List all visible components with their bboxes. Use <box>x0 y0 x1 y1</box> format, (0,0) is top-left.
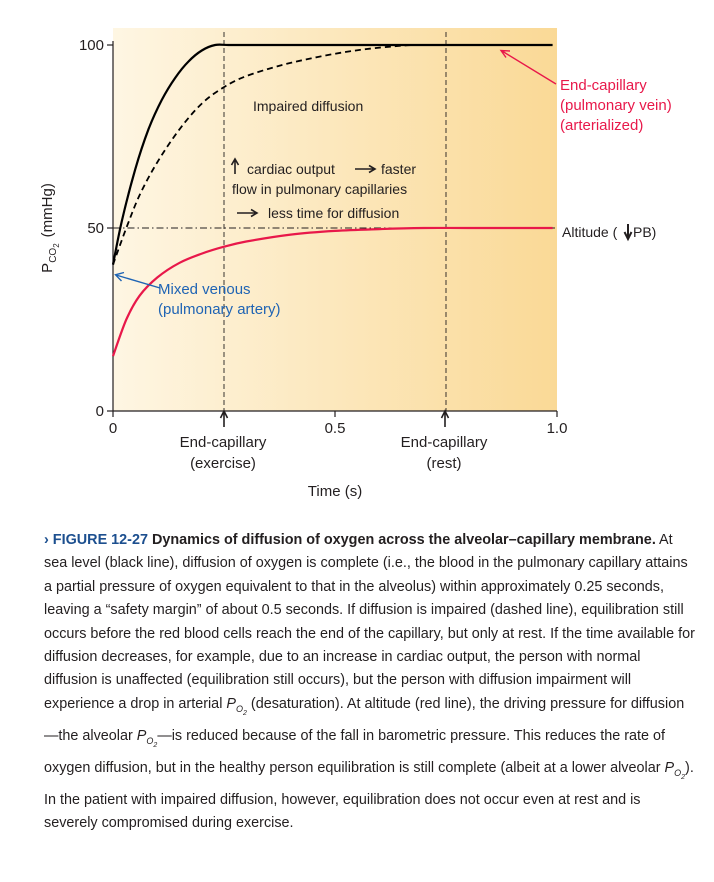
up-arrow-icon <box>230 157 240 174</box>
svg-text:cardiac output: cardiac output <box>247 161 335 177</box>
cardiac-output-annotation: cardiac output faster flow in pulmonary … <box>230 157 416 221</box>
svg-text:End-capillary: End-capillary <box>560 77 647 94</box>
impaired-diffusion-label: Impaired diffusion <box>253 98 363 114</box>
po2-symbol: PO2 <box>664 760 686 781</box>
svg-text:(rest): (rest) <box>427 455 462 472</box>
svg-text:Mixed venous: Mixed venous <box>158 281 251 298</box>
normal-diffusion-line <box>111 43 553 265</box>
svg-text:(pulmonary artery): (pulmonary artery) <box>158 301 281 318</box>
svg-text:PB): PB) <box>633 224 656 240</box>
svg-text:(exercise): (exercise) <box>190 455 256 472</box>
up-arrow-icon <box>219 409 229 427</box>
figure-label: › FIGURE 12-27 <box>44 532 148 548</box>
svg-text:Altitude (: Altitude ( <box>562 224 618 240</box>
y-tick-label: 50 <box>87 220 104 237</box>
svg-text:less time for diffusion: less time for diffusion <box>268 205 399 221</box>
diffusion-chart: 0 50 100 0 0.5 1.0 PCO2(mmHg) Time (s) Impair… <box>39 28 672 500</box>
po2-symbol: PO2 <box>226 695 247 717</box>
end-capillary-rest-label: End-capillary (rest) <box>401 409 488 472</box>
svg-text:flow in pulmonary capillaries: flow in pulmonary capillaries <box>232 181 407 197</box>
mixed-venous-label: Mixed venous (pulmonary artery) <box>114 271 281 318</box>
altitude-line <box>111 226 553 357</box>
caption-text-3: —is reduced because of the fall in barom… <box>44 727 665 776</box>
pointer-arrow <box>499 49 557 85</box>
y-tick-label: 0 <box>96 403 104 420</box>
down-arrow-icon <box>623 224 633 242</box>
pointer-arrow <box>114 271 161 289</box>
impaired-diffusion-line <box>112 43 553 265</box>
x-axis-title: Time (s) <box>308 483 362 500</box>
x-tick-label: 1.0 <box>547 420 568 437</box>
svg-text:(pulmonary vein): (pulmonary vein) <box>560 97 672 114</box>
po2-symbol: PO2 <box>136 727 158 749</box>
svg-text:End-capillary: End-capillary <box>401 434 488 451</box>
up-arrow-icon <box>440 409 450 427</box>
end-capillary-exercise-label: End-capillary (exercise) <box>180 409 267 472</box>
figure-title: Dynamics of diffusion of oxygen across t… <box>151 532 576 548</box>
caption-text-4: ). In the patient with impaired diffusio… <box>44 760 694 832</box>
x-tick-label: 0.5 <box>325 420 346 437</box>
svg-text:faster: faster <box>381 161 416 177</box>
x-tick-label: 0 <box>109 420 117 437</box>
right-arrow-icon <box>355 164 377 174</box>
end-capillary-vein-label: End-capillary (pulmonary vein) (arterial… <box>499 49 672 134</box>
figure-caption: › FIGURE 12-27 Dynamics of diffusion of o… <box>44 529 696 836</box>
altitude-label: Altitude ( PB) <box>562 224 656 242</box>
y-axis-title: PCO2(mmHg) <box>39 183 61 273</box>
caption-text-2: (desaturation). At altitude (red line), … <box>44 695 685 744</box>
svg-text:(arterialized): (arterialized) <box>560 117 643 134</box>
svg-text:End-capillary: End-capillary <box>180 434 267 451</box>
figure-title-cont: membrane. <box>579 532 656 548</box>
caption-text-1: At sea level (black line), diffusion of … <box>44 532 695 712</box>
plot-background <box>113 28 557 411</box>
right-arrow-icon <box>237 208 259 218</box>
y-tick-label: 100 <box>79 37 104 54</box>
chevron-right-icon: › <box>44 532 49 548</box>
